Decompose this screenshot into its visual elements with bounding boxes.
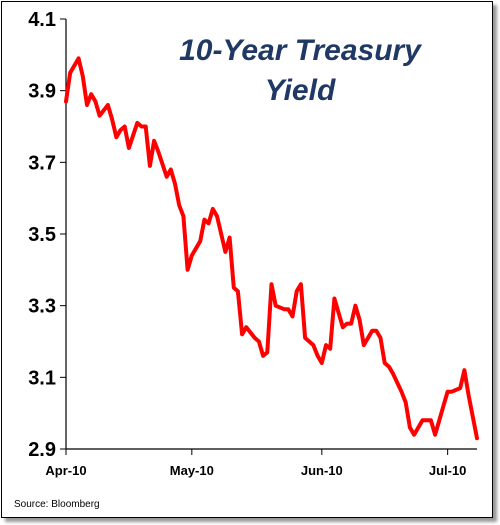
y-tick-label: 3.1 <box>28 367 56 389</box>
y-tick-label: 3.9 <box>28 81 56 103</box>
chart-title-line-2: Yield <box>265 74 336 107</box>
x-tick-label: May-10 <box>170 463 214 478</box>
series-line <box>64 56 479 441</box>
title: 10-Year Treasury Yield <box>179 34 422 107</box>
y-tick-label: 3.3 <box>28 296 56 318</box>
y-axis: 4.1 3.9 3.7 3.5 3.3 3.1 2.9 <box>28 9 67 461</box>
x-axis: Apr-10 May-10 Jun-10 Jul-10 <box>45 448 477 478</box>
y-tick-label: 2.9 <box>28 439 56 461</box>
plot-area <box>64 56 479 441</box>
x-tick-label: Apr-10 <box>45 463 86 478</box>
source-note: Source: Bloomberg <box>14 499 100 510</box>
y-tick-label: 3.7 <box>28 152 56 174</box>
chart-title-line-1: 10-Year Treasury <box>179 34 422 67</box>
y-tick-label: 4.1 <box>28 9 56 31</box>
x-tick-label: Jul-10 <box>429 463 467 478</box>
y-tick-label: 3.5 <box>28 224 56 246</box>
x-tick-label: Jun-10 <box>301 463 343 478</box>
